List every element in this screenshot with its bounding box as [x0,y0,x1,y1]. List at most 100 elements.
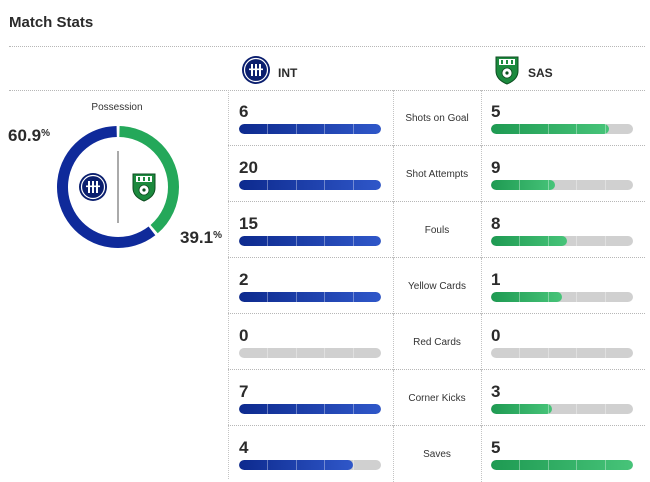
stat-away-bar [491,460,633,470]
stat-away-bar [491,404,633,414]
stat-home-bar [239,460,381,470]
bar-segment-divider [267,460,269,470]
possession-home-arc [57,126,179,248]
stat-away-value: 8 [491,214,501,233]
bar-segment-divider [324,124,326,134]
bar-segment-divider [352,124,354,134]
sassuolo-crest-icon [493,55,521,90]
row-divider [228,425,645,426]
stat-home-value: 0 [239,326,249,345]
stat-home-value: 15 [239,214,258,233]
stat-away-fill [491,404,606,414]
stat-away-fill [491,180,606,190]
stat-label: Red Cards [413,337,461,348]
bar-segment-divider [267,236,269,246]
row-divider [228,313,645,314]
inter-crest-icon [241,55,271,90]
row-divider [228,201,645,202]
bar-segment-divider [352,180,354,190]
bar-segment-divider [324,460,326,470]
stat-home-bar [239,180,381,190]
stat-away-fill [491,460,633,470]
stat-away-bar [491,236,633,246]
bar-segment-divider [352,348,354,358]
stat-row: 7 Corner Kicks 3 [228,370,645,426]
bar-segment-divider [324,404,326,414]
stat-away-fill [491,236,606,246]
possession-home-value: 60.9% [8,126,50,146]
team-header-home: INT [241,55,297,90]
stat-home-fill [239,460,354,470]
column-divider [393,258,394,314]
stat-home-bar [239,236,381,246]
possession-donut [57,126,179,248]
bar-segment-divider [576,180,578,190]
stat-away-value: 0 [491,326,501,345]
stat-away-bar [491,180,633,190]
stat-label: Shot Attempts [405,169,469,180]
bar-segment-divider [576,404,578,414]
percent-unit: % [41,128,50,139]
stat-home-value: 2 [239,270,249,289]
bar-segment-divider [519,180,521,190]
bar-segment-divider [519,236,521,246]
bar-segment-divider [576,236,578,246]
bar-segment-divider [604,124,606,134]
column-divider [481,426,482,482]
column-divider [393,370,394,426]
possession-home-number: 60.9 [8,126,42,145]
bar-segment-divider [519,292,521,302]
bar-segment-divider [547,180,549,190]
stat-label: Shots on Goal [405,113,469,124]
stat-home-value: 7 [239,382,249,401]
bar-segment-divider [324,180,326,190]
stat-away-fill [491,292,606,302]
bar-segment-divider [547,124,549,134]
bar-segment-divider [324,348,326,358]
team-abbr-home: INT [278,65,298,80]
bar-segment-divider [576,124,578,134]
bar-segment-divider [267,292,269,302]
column-divider [393,314,394,370]
column-divider [481,370,482,426]
stat-away-value: 3 [491,382,501,401]
stat-home-bar [239,348,381,358]
column-divider [393,426,394,482]
stat-home-fill [239,404,381,414]
match-stats-title: Match Stats [9,14,94,31]
stat-home-value: 4 [239,438,249,457]
stat-label: Yellow Cards [408,281,466,292]
bar-segment-divider [604,236,606,246]
bar-segment-divider [267,404,269,414]
divider [9,90,645,91]
bar-segment-divider [604,460,606,470]
bar-segment-divider [547,460,549,470]
possession-label: Possession [91,102,143,113]
stat-away-value: 5 [491,438,501,457]
stat-home-fill [239,180,381,190]
stat-label: Saves [423,449,451,460]
bar-segment-divider [352,236,354,246]
bar-segment-divider [295,404,297,414]
column-divider [481,258,482,314]
stat-home-bar [239,292,381,302]
stat-row: 2 Yellow Cards 1 [228,258,645,314]
row-divider [228,145,645,146]
bar-segment-divider [295,180,297,190]
inter-crest-icon [79,173,107,201]
bar-segment-divider [547,404,549,414]
stat-away-fill [491,124,610,134]
bar-segment-divider [547,236,549,246]
possession-away-number: 39.1 [180,228,214,247]
stat-row: 4 Saves 5 [228,426,645,482]
stat-row: 0 Red Cards 0 [228,314,645,370]
stat-away-value: 5 [491,102,501,121]
team-abbr-away: SAS [528,65,553,80]
stat-home-value: 6 [239,102,249,121]
bar-segment-divider [576,348,578,358]
bar-segment-divider [324,236,326,246]
column-divider [481,314,482,370]
percent-unit: % [213,230,222,241]
bar-segment-divider [547,292,549,302]
divider [9,46,645,47]
